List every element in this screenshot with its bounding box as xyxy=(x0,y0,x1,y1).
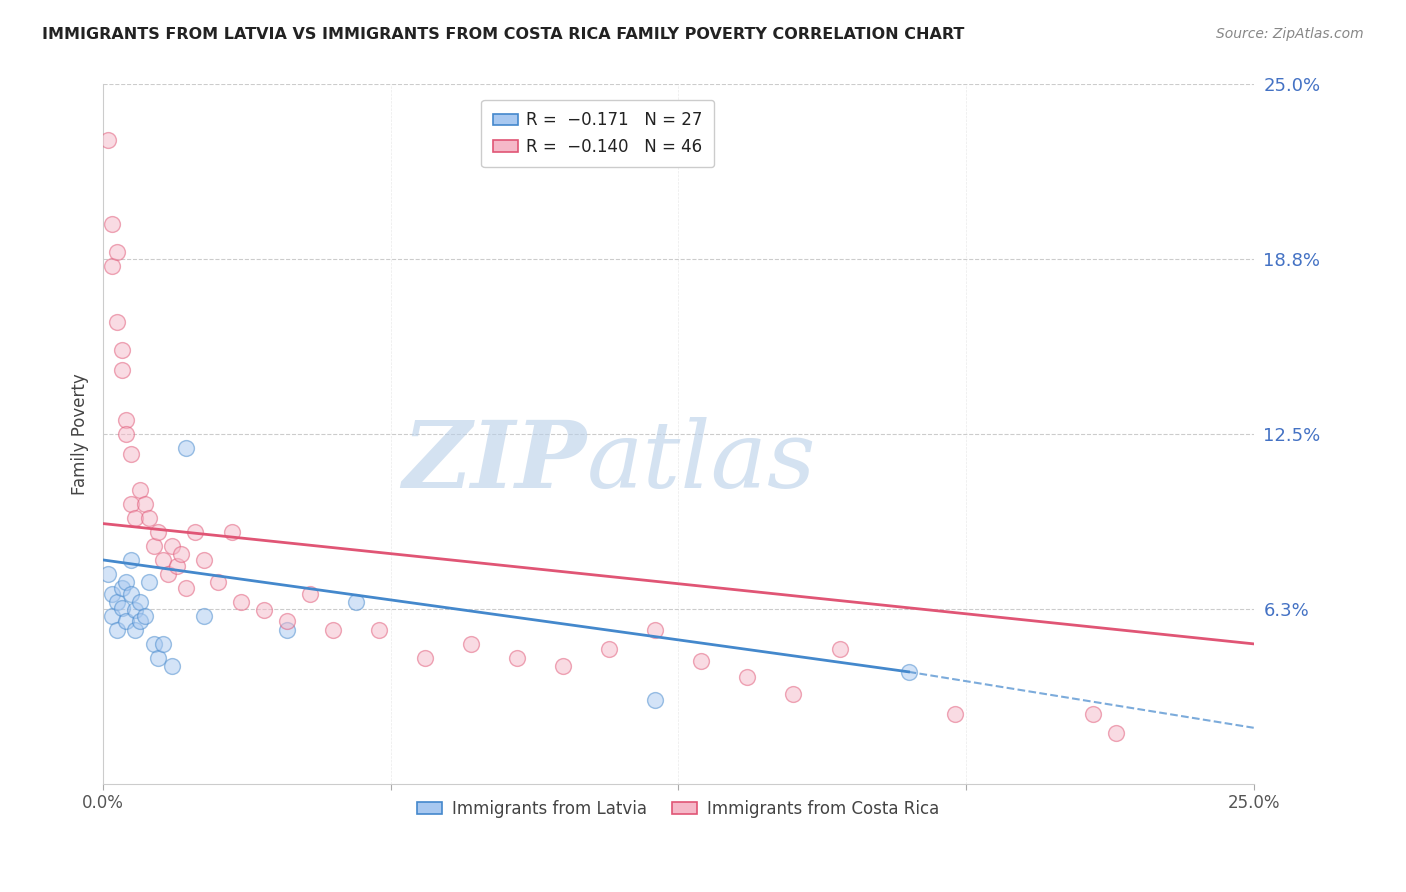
Point xyxy=(231,595,253,609)
Point xyxy=(897,665,920,679)
Point xyxy=(170,547,193,561)
Point xyxy=(101,608,124,623)
Point xyxy=(299,586,322,600)
Point xyxy=(110,600,132,615)
Point xyxy=(148,524,170,539)
Point xyxy=(134,497,156,511)
Point xyxy=(124,511,146,525)
Point xyxy=(322,623,344,637)
Point xyxy=(134,608,156,623)
Point xyxy=(943,706,966,721)
Point xyxy=(115,427,138,442)
Point xyxy=(97,566,120,581)
Point xyxy=(129,483,152,497)
Point xyxy=(644,693,666,707)
Point xyxy=(115,413,138,427)
Point xyxy=(101,586,124,600)
Y-axis label: Family Poverty: Family Poverty xyxy=(72,373,89,495)
Point xyxy=(110,363,132,377)
Point xyxy=(129,595,152,609)
Point xyxy=(1081,706,1104,721)
Point xyxy=(120,553,142,567)
Point xyxy=(690,654,713,668)
Point xyxy=(105,315,128,329)
Point xyxy=(110,343,132,358)
Point xyxy=(253,603,276,617)
Point xyxy=(120,497,142,511)
Point xyxy=(110,581,132,595)
Point xyxy=(193,553,215,567)
Point xyxy=(160,659,183,673)
Point xyxy=(138,511,160,525)
Point xyxy=(105,623,128,637)
Point xyxy=(737,670,759,684)
Point xyxy=(221,524,243,539)
Point xyxy=(460,637,482,651)
Point xyxy=(120,447,142,461)
Point xyxy=(152,637,174,651)
Text: Source: ZipAtlas.com: Source: ZipAtlas.com xyxy=(1216,27,1364,41)
Point xyxy=(105,245,128,260)
Point xyxy=(129,615,152,629)
Point xyxy=(156,566,179,581)
Point xyxy=(276,615,298,629)
Point xyxy=(553,659,575,673)
Point xyxy=(148,651,170,665)
Point xyxy=(142,539,165,553)
Point xyxy=(276,623,298,637)
Point xyxy=(142,637,165,651)
Point xyxy=(598,642,620,657)
Point xyxy=(344,595,367,609)
Point xyxy=(138,575,160,590)
Text: IMMIGRANTS FROM LATVIA VS IMMIGRANTS FROM COSTA RICA FAMILY POVERTY CORRELATION : IMMIGRANTS FROM LATVIA VS IMMIGRANTS FRO… xyxy=(42,27,965,42)
Point xyxy=(174,441,197,455)
Point xyxy=(166,558,188,573)
Point xyxy=(174,581,197,595)
Text: atlas: atlas xyxy=(586,417,815,507)
Point xyxy=(105,595,128,609)
Point xyxy=(782,687,804,701)
Point xyxy=(115,615,138,629)
Point xyxy=(124,603,146,617)
Text: ZIP: ZIP xyxy=(402,417,586,507)
Point xyxy=(1104,726,1126,740)
Point xyxy=(368,623,391,637)
Point xyxy=(115,575,138,590)
Point xyxy=(506,651,529,665)
Point xyxy=(101,259,124,273)
Point xyxy=(207,575,229,590)
Point xyxy=(828,642,851,657)
Point xyxy=(644,623,666,637)
Point xyxy=(152,553,174,567)
Legend: Immigrants from Latvia, Immigrants from Costa Rica: Immigrants from Latvia, Immigrants from … xyxy=(411,793,946,824)
Point xyxy=(120,586,142,600)
Point xyxy=(184,524,207,539)
Point xyxy=(124,623,146,637)
Point xyxy=(413,651,436,665)
Point xyxy=(101,217,124,231)
Point xyxy=(160,539,183,553)
Point xyxy=(97,133,120,147)
Point xyxy=(193,608,215,623)
